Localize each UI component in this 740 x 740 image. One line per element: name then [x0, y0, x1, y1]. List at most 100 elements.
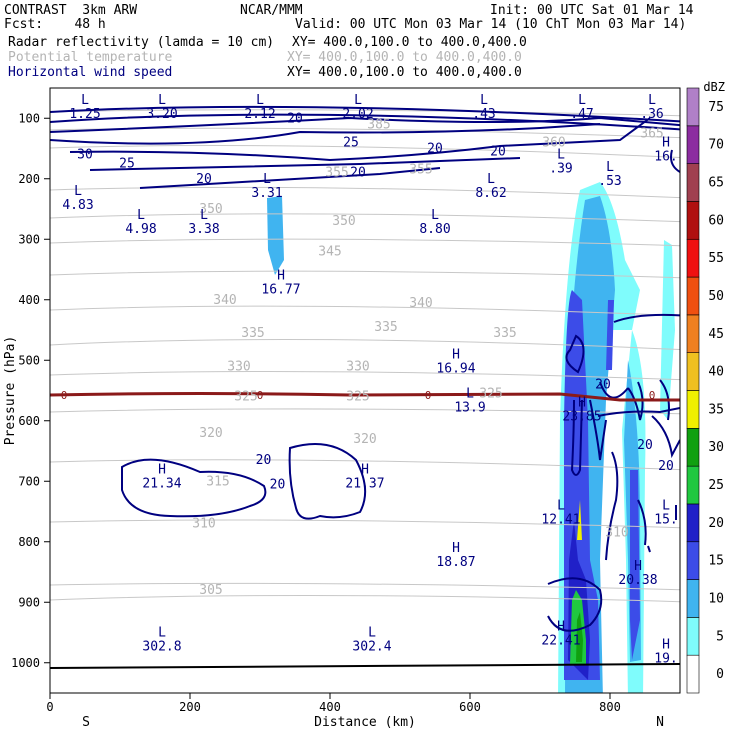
- field-theta-name: Potential temperature: [8, 50, 173, 65]
- extremum: L.53: [598, 160, 621, 189]
- extremum-type: L: [81, 93, 89, 108]
- x-tick-label: 600: [459, 700, 481, 714]
- extremum-type: L: [431, 208, 439, 223]
- extremum-type: L: [368, 626, 376, 641]
- extremum-value: .36: [640, 107, 663, 122]
- extremum-type: L: [480, 93, 488, 108]
- extremum-type: L: [578, 93, 586, 108]
- theta-contour-lines: [50, 109, 680, 603]
- y-tick-label: 500: [18, 353, 40, 367]
- freezing-level: [50, 392, 680, 402]
- colorbar-label: 0: [716, 667, 724, 682]
- colorbar-bin: [686, 87, 700, 127]
- x-tick-label: 400: [319, 700, 341, 714]
- field-reflectivity-xy: XY= 400.0,100.0 to 400.0,400.0: [292, 35, 527, 50]
- freezing-level-label: 0: [257, 389, 264, 402]
- colorbar-label: 35: [708, 402, 724, 417]
- extremum-type: L: [74, 184, 82, 199]
- extremum-value: 16.77: [261, 283, 300, 298]
- theta-label: 335: [374, 320, 397, 335]
- theta-label: 325: [346, 390, 369, 405]
- colorbar-label: 50: [708, 289, 724, 304]
- colorbar-label: 25: [708, 478, 724, 493]
- extremum-type: H: [452, 541, 460, 556]
- extremum-type: L: [557, 148, 565, 163]
- extremum-value: 21.34: [142, 476, 181, 491]
- y-tick-label: 400: [18, 293, 40, 307]
- extremum-value: .47: [570, 107, 593, 122]
- colorbar-bin: [686, 276, 700, 316]
- freezing-level-label: 0: [649, 389, 656, 402]
- extremum-value: 3.31: [251, 186, 282, 201]
- reflectivity-shading: [267, 182, 675, 693]
- extremum-value: 2.02: [342, 107, 373, 122]
- extremum: L3.20: [146, 93, 177, 122]
- wind-label: 20: [427, 142, 443, 157]
- init-time: Init: 00 UTC Sat 01 Mar 14: [490, 3, 694, 18]
- extremum: L8.62: [475, 172, 506, 201]
- extremum-type: H: [557, 620, 565, 635]
- theta-label: 310: [192, 517, 215, 532]
- extremum: L4.83: [62, 184, 93, 213]
- theta-label: 330: [346, 359, 369, 374]
- wind-label: 25: [343, 135, 359, 150]
- colorbar-label: 60: [708, 213, 724, 228]
- field-reflectivity-name: Radar reflectivity (lamda = 10 cm): [8, 35, 275, 50]
- y-tick-label: 300: [18, 232, 40, 246]
- extremum: L.47: [570, 93, 593, 122]
- extremum: H19.: [654, 638, 677, 667]
- colorbar-bin: [686, 465, 700, 505]
- extremum-value: .39: [549, 162, 572, 177]
- extremum-value: 13.9: [454, 401, 485, 416]
- theta-label: 350: [332, 214, 355, 229]
- extremum-type: L: [557, 499, 565, 514]
- extremum-type: L: [487, 172, 495, 187]
- wind-label: 20: [658, 459, 674, 474]
- extremum: L15.: [654, 499, 677, 528]
- wind-label: 20: [637, 438, 653, 453]
- theta-label: 310: [605, 526, 628, 541]
- extremum-value: 19.: [654, 652, 677, 667]
- theta-label: 340: [213, 293, 236, 308]
- valid-time: Valid: 00 UTC Mon 03 Mar 14 (10 ChT Mon …: [295, 17, 687, 32]
- colorbar-bin: [686, 125, 700, 164]
- wind-label: 20: [490, 145, 506, 160]
- freezing-level-label: 0: [61, 389, 68, 402]
- extremum-value: 20.38: [618, 573, 657, 588]
- colorbar-label: 15: [708, 554, 724, 569]
- forecast-hour: Fcst: 48 h: [4, 17, 106, 32]
- extremum-type: H: [634, 559, 642, 574]
- x-tick-label: 0: [46, 700, 53, 714]
- extremum-value: 1.25: [69, 107, 100, 122]
- wind-label: 20: [270, 477, 286, 492]
- extremum-value: 4.98: [125, 222, 156, 237]
- extremum: L13.9: [454, 387, 485, 416]
- y-tick-label: 600: [18, 414, 40, 428]
- colorbar-label: 10: [708, 591, 724, 606]
- extremum-value: 2.12: [244, 107, 275, 122]
- theta-label: 315: [206, 474, 229, 489]
- extremum-value: 4.83: [62, 198, 93, 213]
- theta-label: 325: [234, 390, 257, 405]
- theta-label: 330: [227, 359, 250, 374]
- theta-label: 320: [199, 426, 222, 441]
- extremum: L8.80: [419, 208, 450, 237]
- extremum: L4.98: [125, 208, 156, 237]
- x-tick-label: 800: [599, 700, 621, 714]
- colorbar-label: 30: [708, 440, 724, 455]
- extremum: L2.12: [244, 93, 275, 122]
- colorbar: 0 5 10 15 20 25 30 35 40 45 50 55 60 65 70 75 dBZ: [686, 80, 725, 694]
- colorbar-bin: [686, 654, 700, 694]
- y-tick-label: 1000: [11, 656, 40, 670]
- extremum: L3.31: [251, 172, 282, 201]
- extremum-value: .43: [472, 107, 495, 122]
- extremum-type: L: [466, 387, 474, 402]
- y-tick-label: 200: [18, 172, 40, 186]
- extremum-value: 15.: [654, 513, 677, 528]
- wind-label: 20: [196, 172, 212, 187]
- surface-line: [49, 663, 681, 669]
- extremum-type: H: [361, 462, 369, 477]
